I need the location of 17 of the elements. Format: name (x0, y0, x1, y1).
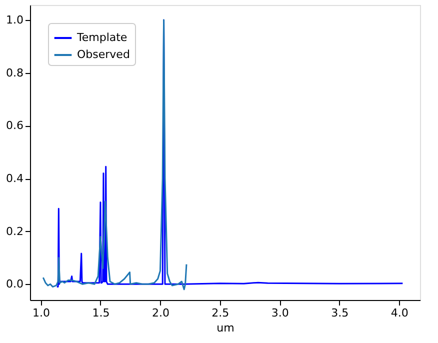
x-tick-label: 1.5 (92, 306, 110, 320)
legend-label: Observed (77, 48, 130, 61)
x-tick-label: 2.5 (212, 306, 230, 320)
x-tick-label: 4.0 (390, 306, 408, 320)
y-tick-label: 0.0 (6, 278, 24, 291)
y-tick-label: 0.2 (6, 224, 24, 238)
line-series (42, 19, 188, 290)
y-tick-label: 0.4 (6, 172, 24, 186)
y-tick-label: 0.6 (6, 119, 24, 132)
x-tick-label: 3.0 (271, 306, 289, 320)
y-tick-label: 0.8 (6, 66, 24, 80)
x-tick-label: 1.0 (32, 306, 50, 320)
legend-label: Template (76, 31, 128, 44)
y-tick-label: 1.0 (6, 14, 24, 27)
x-tick-label: 2.0 (152, 306, 170, 320)
x-axis-title: um (216, 322, 234, 334)
x-tick-label: 3.5 (331, 306, 349, 320)
